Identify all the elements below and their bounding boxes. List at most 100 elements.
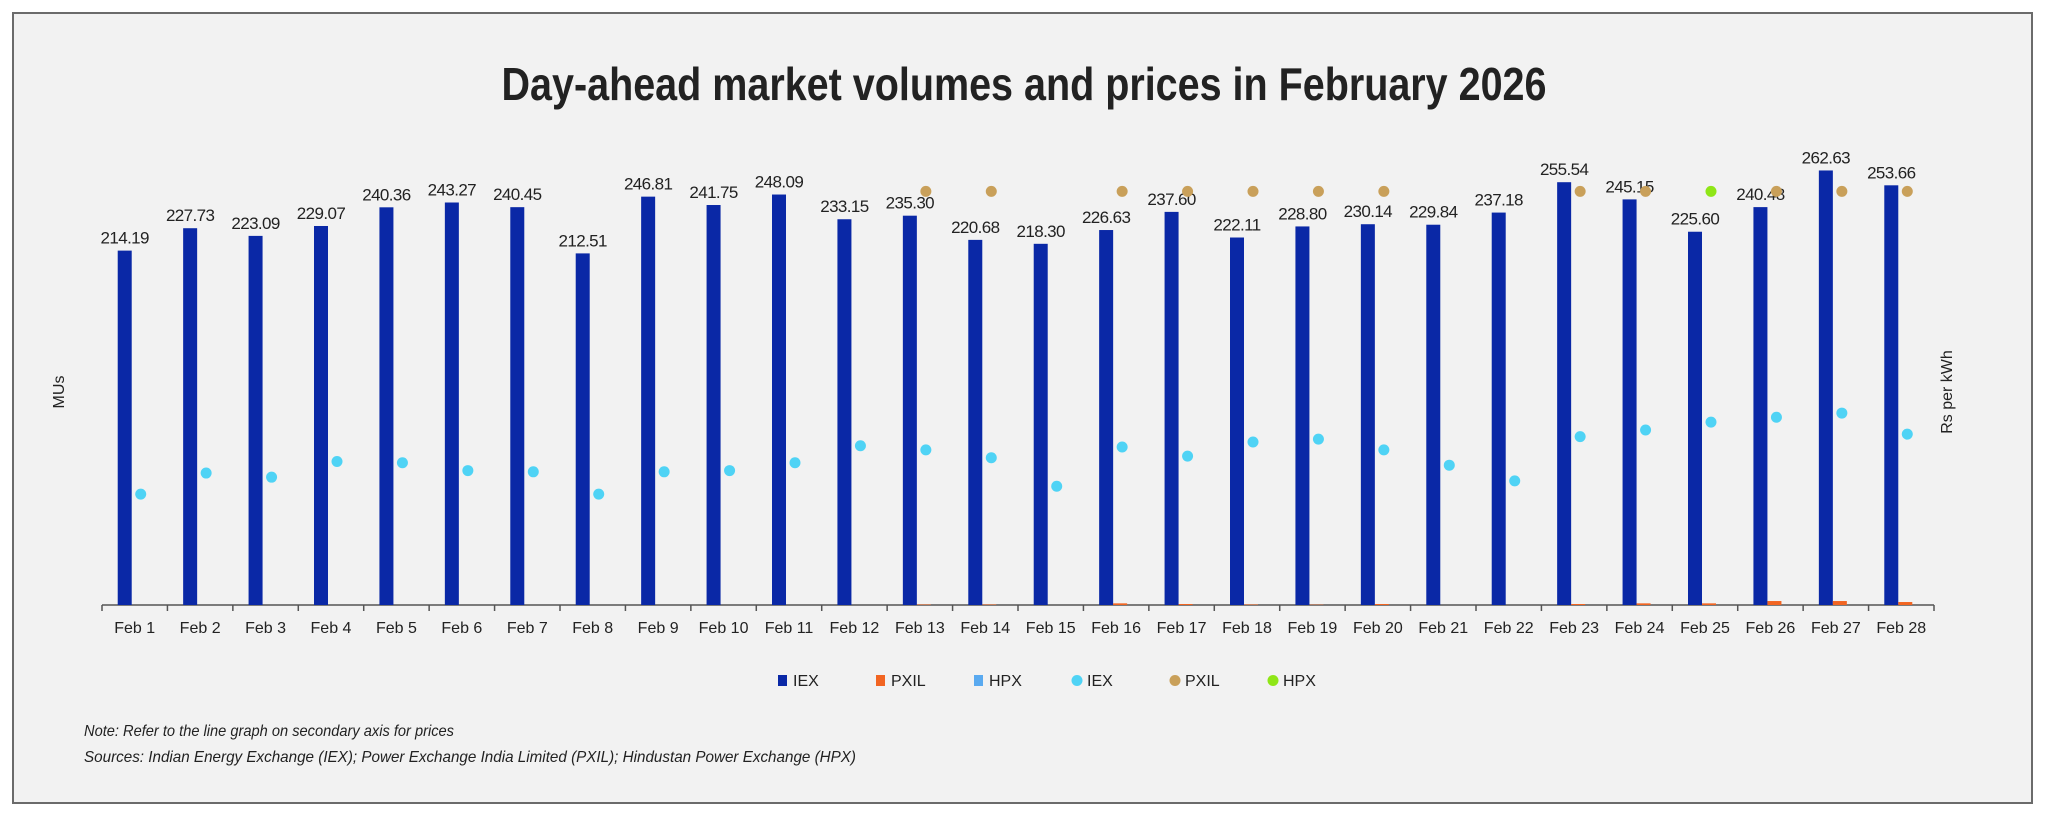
price-point-pxil [1901, 185, 1913, 197]
x-tick-label: Feb 8 [572, 620, 613, 637]
y2-axis-label: Rs per kWh [1939, 350, 1956, 434]
plot-area: Feb 1 Feb 2 Feb 3 Feb 4 Feb 5 Feb 6 Feb 7 Feb 8… [101, 148, 1935, 637]
bar-iex [314, 225, 328, 605]
legend-label: HPX [1283, 673, 1316, 690]
price-point-iex [724, 465, 736, 477]
price-point-iex [1051, 480, 1063, 492]
data-label: 241.75 [689, 183, 738, 202]
x-tick-label: Feb 21 [1418, 620, 1468, 637]
x-tick-label: Feb 7 [507, 620, 548, 637]
price-point-iex [331, 455, 343, 467]
legend-marker-hpx [1267, 675, 1279, 686]
x-tick-label: Feb 2 [180, 620, 221, 637]
price-point-pxil [1182, 185, 1194, 197]
data-label: 235.30 [886, 194, 935, 213]
data-label: 237.18 [1475, 191, 1524, 210]
bar-iex [1426, 224, 1441, 605]
price-point-iex [1574, 431, 1586, 443]
price-point-iex [658, 466, 670, 478]
bar-iex [1295, 226, 1310, 605]
price-point-iex [1640, 424, 1652, 436]
price-point-iex [462, 465, 474, 477]
x-tick-label: Feb 27 [1811, 620, 1861, 637]
x-tick-label: Feb 22 [1484, 620, 1534, 637]
bar-iex [117, 250, 132, 605]
price-point-iex [1247, 436, 1259, 448]
bar-iex [968, 239, 983, 605]
bar-iex [837, 219, 852, 605]
legend-swatch-pxil [876, 675, 885, 686]
bar-pxil [1571, 604, 1586, 605]
data-label: 255.54 [1540, 160, 1589, 179]
legend-swatch-iex [778, 675, 787, 686]
price-point-pxil [1116, 185, 1128, 197]
bar-pxil [1636, 603, 1651, 605]
x-tick-label: Feb 4 [311, 620, 352, 637]
data-label: 253.66 [1867, 163, 1916, 182]
price-point-iex [985, 452, 997, 464]
data-label: 229.84 [1409, 203, 1458, 222]
price-point-iex [1770, 411, 1782, 423]
price-point-pxil [1574, 185, 1586, 197]
legend-swatch-hpx [974, 675, 983, 686]
data-label: 228.80 [1278, 204, 1327, 223]
price-point-iex [1378, 444, 1390, 456]
bar-pxil [1113, 603, 1128, 605]
data-label: 222.11 [1213, 216, 1260, 235]
price-point-iex [1116, 441, 1128, 453]
x-tick-label: Feb 1 [114, 620, 155, 637]
data-label: 233.15 [820, 197, 869, 216]
bar-iex [706, 205, 721, 605]
legend-label: IEX [793, 673, 819, 690]
bar-iex [1884, 185, 1899, 606]
data-label: 230.14 [1344, 202, 1393, 221]
price-point-iex [527, 466, 539, 478]
x-tick-label: Feb 12 [830, 620, 880, 637]
x-tick-label: Feb 3 [245, 620, 286, 637]
price-point-iex [266, 471, 278, 483]
bar-iex [1164, 211, 1179, 605]
price-point-hpx [1705, 185, 1717, 197]
legend-label: HPX [989, 673, 1022, 690]
data-label: 223.09 [231, 214, 280, 233]
bar-pxil [1767, 601, 1782, 605]
price-point-iex [1312, 433, 1324, 445]
bar-iex [1688, 231, 1702, 605]
x-tick-label: Feb 17 [1157, 620, 1207, 637]
legend-label: PXIL [1185, 673, 1220, 690]
y-axis-label: MUs [51, 376, 68, 409]
x-tick-label: Feb 10 [699, 620, 749, 637]
price-point-iex [1443, 459, 1455, 471]
price-point-iex [135, 488, 147, 500]
data-label: 240.36 [362, 185, 411, 204]
x-tick-label: Feb 20 [1353, 620, 1403, 637]
data-label: 212.51 [559, 231, 608, 250]
bar-iex [772, 194, 786, 606]
chart-title: Day-ahead market volumes and prices in F… [502, 58, 1547, 110]
footer-sources: Sources: Indian Energy Exchange (IEX); P… [84, 749, 856, 766]
bar-iex [379, 207, 394, 605]
price-point-iex [920, 444, 932, 456]
x-tick-label: Feb 13 [895, 620, 945, 637]
price-point-pxil [1378, 185, 1390, 197]
bar-iex [444, 202, 459, 606]
bar-iex [641, 196, 656, 605]
x-tick-label: Feb 26 [1746, 620, 1796, 637]
price-point-iex [854, 440, 866, 452]
x-tick-label: Feb 5 [376, 620, 417, 637]
price-point-iex [200, 467, 212, 479]
bar-pxil [1898, 602, 1913, 605]
data-label: 227.73 [166, 206, 215, 225]
bar-iex [1557, 182, 1572, 605]
bar-pxil [1832, 601, 1847, 605]
legend-marker-pxil [1169, 675, 1181, 686]
price-point-pxil [1640, 185, 1652, 197]
price-point-pxil [1312, 185, 1324, 197]
bar-iex [1622, 199, 1637, 605]
x-tick-label: Feb 14 [960, 620, 1010, 637]
x-tick-label: Feb 25 [1680, 620, 1730, 637]
x-tick-label: Feb 15 [1026, 620, 1076, 637]
footer-note: Note: Refer to the line graph on seconda… [84, 723, 454, 740]
x-tick-label: Feb 18 [1222, 620, 1272, 637]
x-tick-label: Feb 23 [1549, 620, 1599, 637]
